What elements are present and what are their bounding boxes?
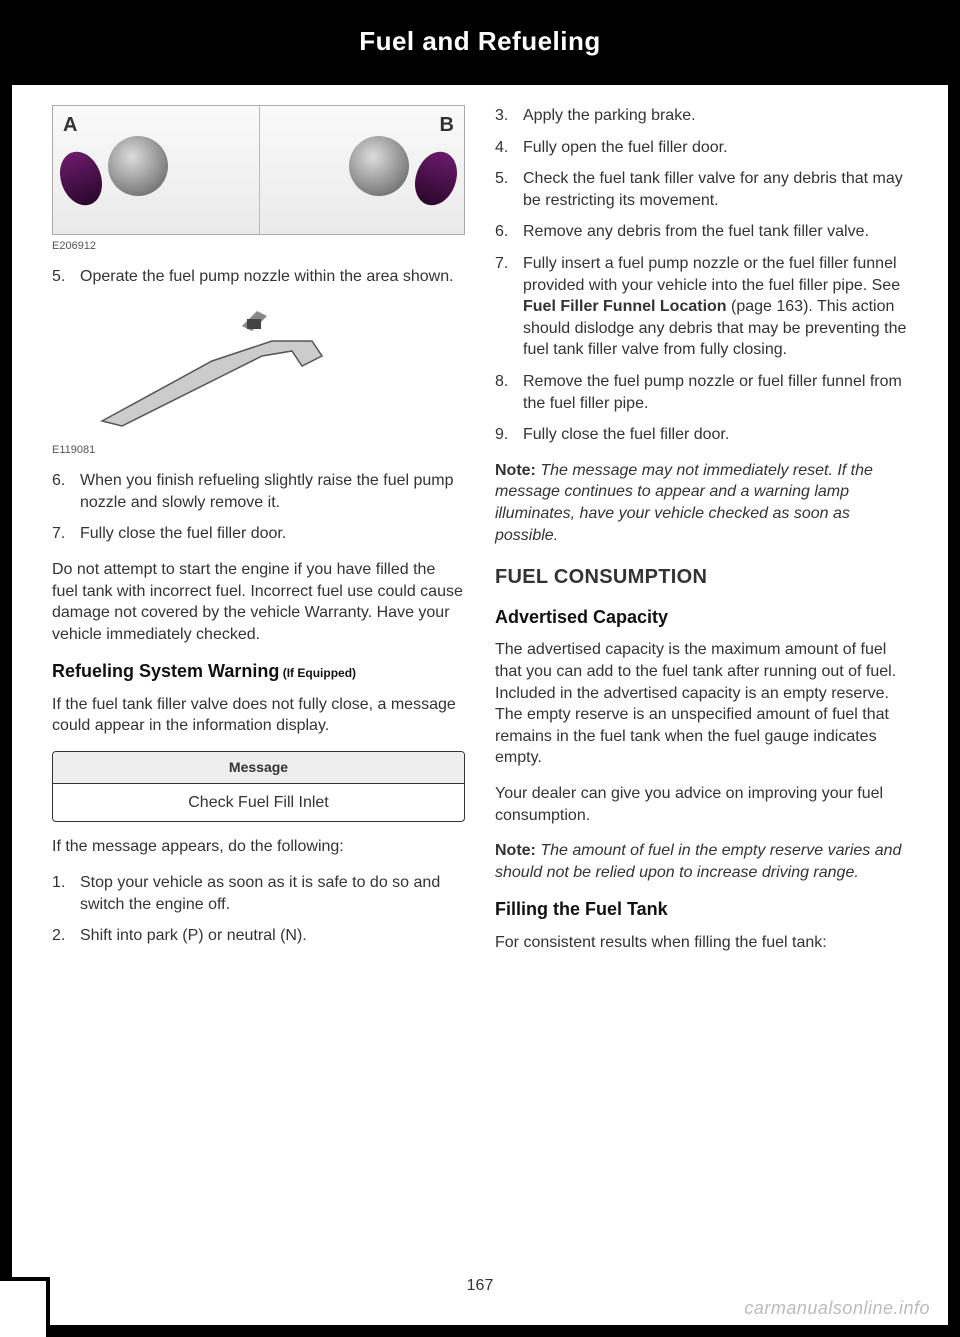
step-number: 9. bbox=[495, 424, 523, 446]
step-text: Apply the parking brake. bbox=[523, 105, 696, 127]
figure-wing-right bbox=[408, 146, 464, 211]
step-number: 6. bbox=[495, 221, 523, 243]
dealer-paragraph: Your dealer can give you advice on impro… bbox=[495, 783, 908, 826]
list-item: 8. Remove the fuel pump nozzle or fuel f… bbox=[495, 371, 908, 414]
figure-divider bbox=[259, 106, 260, 234]
list-item: 5. Operate the fuel pump nozzle within t… bbox=[52, 266, 465, 288]
sub-paragraph: If the fuel tank filler valve does not f… bbox=[52, 694, 465, 737]
after-table-paragraph: If the message appears, do the following… bbox=[52, 836, 465, 858]
list-item: 6. Remove any debris from the fuel tank … bbox=[495, 221, 908, 243]
step-text: Fully close the fuel filler door. bbox=[80, 523, 286, 545]
list-item: 6. When you finish refueling slightly ra… bbox=[52, 470, 465, 513]
figure-label-b: B bbox=[440, 112, 454, 139]
content-columns: A B E206912 5. Operate the fuel pump noz… bbox=[12, 85, 948, 977]
step-text: Remove any debris from the fuel tank fil… bbox=[523, 221, 869, 243]
step-text-bold: Fuel Filler Funnel Location bbox=[523, 298, 727, 315]
step-number: 4. bbox=[495, 137, 523, 159]
left-column: A B E206912 5. Operate the fuel pump noz… bbox=[52, 105, 465, 967]
capacity-paragraph: The advertised capacity is the maximum a… bbox=[495, 639, 908, 769]
note-paragraph: Note: The amount of fuel in the empty re… bbox=[495, 840, 908, 883]
list-item: 2. Shift into park (P) or neutral (N). bbox=[52, 925, 465, 947]
step-list: 1. Stop your vehicle as soon as it is sa… bbox=[52, 872, 465, 947]
message-table: Message Check Fuel Fill Inlet bbox=[52, 751, 465, 822]
subheading-qualifier: (If Equipped) bbox=[279, 666, 356, 680]
header-band: Fuel and Refueling bbox=[12, 12, 948, 85]
page-number: 167 bbox=[12, 1277, 948, 1295]
subheading-text: Refueling System Warning bbox=[52, 661, 279, 681]
fill-paragraph: For consistent results when filling the … bbox=[495, 932, 908, 954]
step-number: 1. bbox=[52, 872, 80, 915]
step-text: Fully open the fuel filler door. bbox=[523, 137, 728, 159]
list-item: 5. Check the fuel tank filler valve for … bbox=[495, 168, 908, 211]
step-number: 5. bbox=[495, 168, 523, 211]
step-text-part: Fully insert a fuel pump nozzle or the f… bbox=[523, 255, 900, 294]
step-text: When you finish refueling slightly raise… bbox=[80, 470, 465, 513]
step-number: 8. bbox=[495, 371, 523, 414]
step-number: 7. bbox=[495, 253, 523, 361]
warning-paragraph: Do not attempt to start the engine if yo… bbox=[52, 559, 465, 645]
table-header: Message bbox=[53, 752, 464, 784]
step-number: 6. bbox=[52, 470, 80, 513]
subheading-filling-tank: Filling the Fuel Tank bbox=[495, 897, 908, 921]
subheading-refueling-warning: Refueling System Warning (If Equipped) bbox=[52, 659, 465, 683]
nozzle-icon bbox=[108, 136, 168, 196]
page-title: Fuel and Refueling bbox=[12, 26, 948, 57]
note-text: The amount of fuel in the empty reserve … bbox=[495, 842, 901, 881]
step-number: 2. bbox=[52, 925, 80, 947]
step-text: Fully insert a fuel pump nozzle or the f… bbox=[523, 253, 908, 361]
nozzle-icon bbox=[349, 136, 409, 196]
step-number: 3. bbox=[495, 105, 523, 127]
subheading-advertised-capacity: Advertised Capacity bbox=[495, 605, 908, 629]
note-text: The message may not immediately reset. I… bbox=[495, 462, 873, 544]
step-number: 7. bbox=[52, 523, 80, 545]
figure-nozzle-area: A B bbox=[52, 105, 465, 235]
step-list: 6. When you finish refueling slightly ra… bbox=[52, 470, 465, 545]
note-label: Note: bbox=[495, 462, 536, 479]
corner-tab bbox=[0, 1277, 50, 1337]
step-text: Fully close the fuel filler door. bbox=[523, 424, 729, 446]
watermark: carmanualsonline.info bbox=[744, 1298, 930, 1319]
step-text: Operate the fuel pump nozzle within the … bbox=[80, 266, 454, 288]
step-number: 5. bbox=[52, 266, 80, 288]
step-text: Stop your vehicle as soon as it is safe … bbox=[80, 872, 465, 915]
step-list: 3. Apply the parking brake. 4. Fully ope… bbox=[495, 105, 908, 446]
list-item: 4. Fully open the fuel filler door. bbox=[495, 137, 908, 159]
step-text: Remove the fuel pump nozzle or fuel fill… bbox=[523, 371, 908, 414]
note-label: Note: bbox=[495, 842, 536, 859]
list-item: 7. Fully close the fuel filler door. bbox=[52, 523, 465, 545]
right-column: 3. Apply the parking brake. 4. Fully ope… bbox=[495, 105, 908, 967]
note-paragraph: Note: The message may not immediately re… bbox=[495, 460, 908, 546]
table-cell: Check Fuel Fill Inlet bbox=[53, 784, 464, 822]
figure-caption: E119081 bbox=[52, 443, 465, 458]
section-heading-fuel-consumption: FUEL CONSUMPTION bbox=[495, 564, 908, 591]
step-text: Check the fuel tank filler valve for any… bbox=[523, 168, 908, 211]
list-item: 9. Fully close the fuel filler door. bbox=[495, 424, 908, 446]
page-frame: Fuel and Refueling A B E206912 5. Operat… bbox=[0, 0, 960, 1337]
figure-label-a: A bbox=[63, 112, 77, 139]
pump-nozzle-icon bbox=[92, 311, 372, 431]
list-item: 3. Apply the parking brake. bbox=[495, 105, 908, 127]
figure-wing-left bbox=[53, 146, 109, 211]
step-list: 5. Operate the fuel pump nozzle within t… bbox=[52, 266, 465, 288]
list-item: 1. Stop your vehicle as soon as it is sa… bbox=[52, 872, 465, 915]
list-item: 7. Fully insert a fuel pump nozzle or th… bbox=[495, 253, 908, 361]
figure-pump-nozzle bbox=[52, 301, 465, 441]
figure-caption: E206912 bbox=[52, 239, 465, 254]
step-text: Shift into park (P) or neutral (N). bbox=[80, 925, 307, 947]
